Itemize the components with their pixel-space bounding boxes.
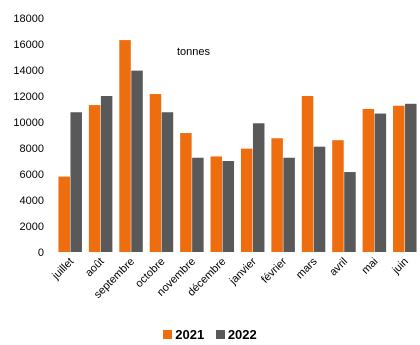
x-tick-label: juillet	[49, 256, 76, 283]
legend-label-2022: 2022	[227, 327, 257, 342]
y-tick-label: 4000	[20, 195, 44, 207]
legend-swatch-2021	[163, 330, 173, 339]
bar-2021-6	[240, 148, 253, 252]
bar-2021-11	[393, 105, 405, 252]
y-axis: 0 2000 4000 6000 8000 10000 12000 14000 16000 180…	[13, 13, 44, 259]
y-tick-label: 2000	[20, 221, 44, 233]
x-tick-label: juin	[390, 256, 411, 277]
x-tick-label: mars	[294, 255, 320, 281]
legend-label-2021: 2021	[175, 327, 205, 342]
bar-2022-0	[70, 112, 82, 252]
bar-2022-11	[405, 103, 417, 252]
y-tick-label: 6000	[20, 169, 44, 181]
x-tick-label: août	[83, 256, 107, 280]
unit-annotation: tonnes	[177, 46, 211, 58]
x-axis-labels: juillet aoûtseptembreoctobrenovembredécem…	[49, 255, 411, 301]
x-tick-label: janvier	[227, 255, 259, 287]
bar-2021-4	[180, 133, 192, 252]
bar-2021-5	[210, 156, 223, 252]
x-tick-label: avril	[327, 256, 350, 279]
x-tick-label: février	[259, 255, 289, 285]
bar-2022-4	[192, 157, 204, 252]
bars	[58, 40, 417, 253]
bar-2021-3	[149, 94, 162, 252]
legend-item-2021: 2021	[163, 327, 204, 342]
bar-2022-10	[374, 113, 387, 252]
bar-2021-10	[362, 109, 375, 252]
bar-2022-5	[222, 161, 235, 252]
y-tick-label: 0	[38, 247, 44, 259]
y-tick-label: 16000	[13, 39, 44, 51]
x-tick-label: mai	[359, 256, 380, 277]
legend-item-2022: 2022	[215, 327, 257, 342]
y-tick-label: 14000	[13, 65, 44, 77]
bar-2021-0	[58, 176, 70, 252]
bar-chart: 0 2000 4000 6000 8000 10000 12000 14000 16000 180…	[13, 13, 417, 301]
y-tick-label: 12000	[13, 91, 44, 103]
legend: 2021 2022	[0, 327, 420, 342]
bar-2021-2	[119, 40, 131, 252]
y-tick-label: 18000	[13, 13, 44, 25]
y-tick-label: 8000	[20, 143, 44, 155]
bar-2022-7	[283, 157, 295, 252]
bar-2022-6	[252, 123, 265, 252]
bar-2021-7	[271, 138, 283, 252]
bar-2022-9	[344, 172, 356, 252]
bar-2022-2	[131, 70, 143, 253]
bar-2021-9	[332, 140, 344, 252]
bar-2022-1	[100, 96, 113, 252]
bar-2022-3	[161, 112, 174, 252]
bar-2021-1	[88, 105, 101, 252]
y-tick-label: 10000	[13, 117, 44, 129]
bar-2022-8	[313, 146, 326, 252]
bar-2021-8	[301, 96, 314, 252]
legend-swatch-2022	[215, 330, 225, 339]
